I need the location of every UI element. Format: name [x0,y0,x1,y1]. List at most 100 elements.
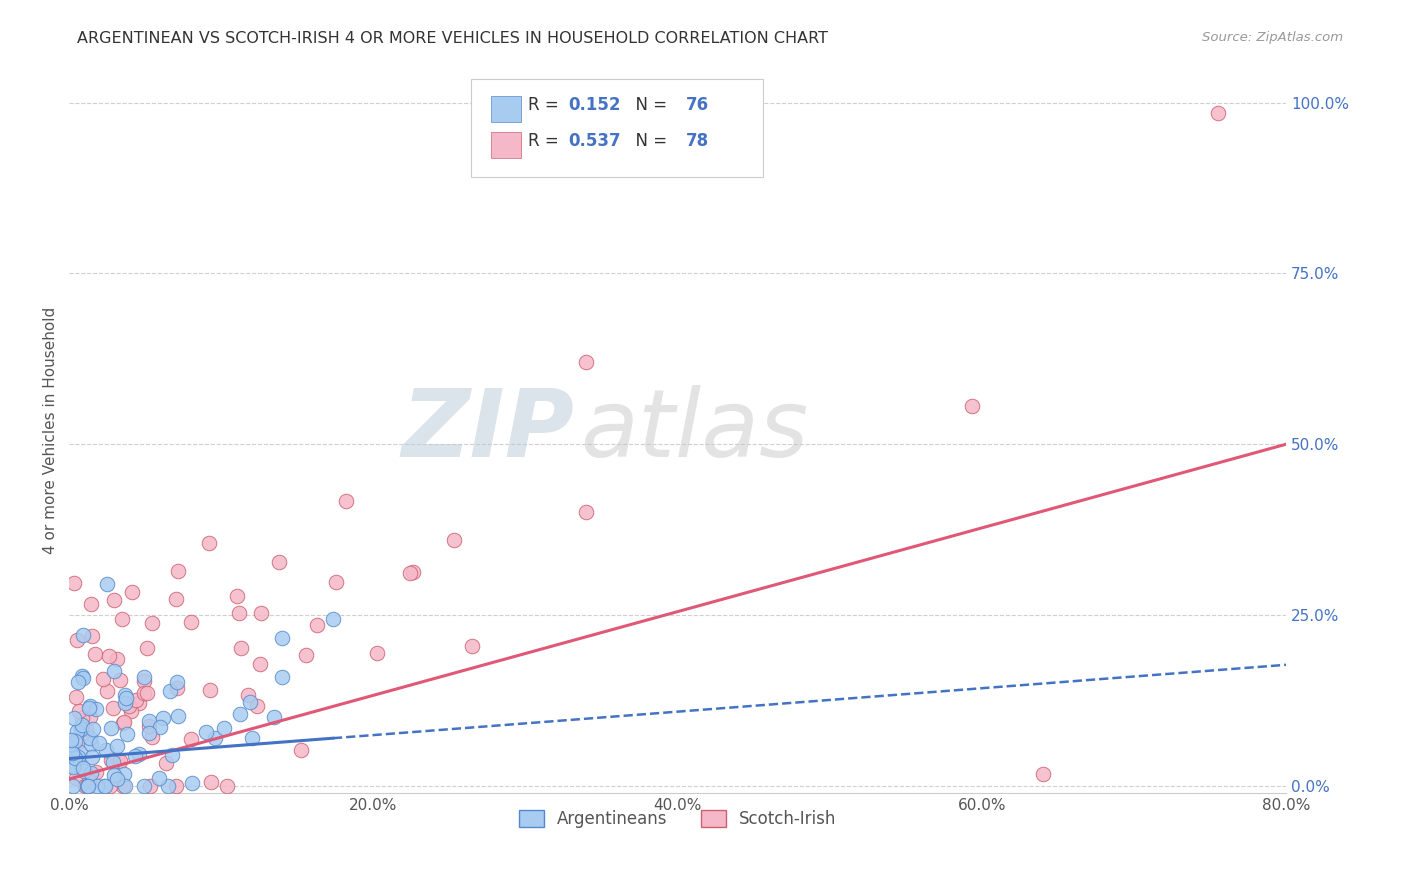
Point [307,618,329,632]
Point [75,722,97,736]
Point [100,753,122,767]
Point [79,731,101,746]
Point [225,589,247,603]
Point [76,779,98,793]
Text: 78: 78 [686,132,709,150]
Point [98,779,121,793]
Point [67,749,90,764]
Point [110,673,132,687]
Point [240,731,263,745]
Point [249,657,271,672]
Point [82,722,104,736]
Point [461,639,484,653]
Point [80,765,103,780]
Point [120,704,142,718]
Point [228,606,250,620]
Point [325,574,347,589]
Point [65,751,87,765]
Point [214,721,236,735]
Point [166,681,188,695]
Text: ZIP: ZIP [401,384,574,476]
Point [101,701,124,715]
Point [229,707,252,722]
Point [960,399,983,413]
Point [134,686,156,700]
Point [215,779,238,793]
Point [79,597,101,611]
Point [136,686,159,700]
Point [112,767,135,781]
Point [180,731,202,746]
Point [160,748,183,763]
Point [80,629,103,643]
Point [231,641,253,656]
Text: R =: R = [527,132,564,150]
Point [114,696,136,710]
Point [77,779,100,793]
Point [271,669,294,683]
Point [79,699,101,714]
Point [105,739,128,754]
Point [112,779,135,793]
Point [70,718,93,732]
Point [366,646,388,660]
Point [180,615,202,629]
Point [134,670,156,684]
Point [114,689,136,703]
Point [100,722,122,736]
Point [66,632,89,647]
Point [128,747,150,761]
Point [125,693,148,707]
Point [77,779,100,793]
Point [65,690,87,704]
Point [575,505,598,519]
Point [111,612,134,626]
Point [108,754,131,768]
Point [93,779,115,793]
Text: 76: 76 [686,95,709,113]
Point [121,584,143,599]
Point [575,355,598,369]
Point [270,631,292,645]
Text: N =: N = [626,95,672,113]
Point [89,736,111,750]
Point [141,616,163,631]
Point [96,743,118,757]
Point [149,720,172,734]
Text: 0.537: 0.537 [568,132,620,150]
Point [69,745,91,759]
Point [67,704,90,718]
Point [267,555,290,569]
Text: R =: R = [527,95,564,113]
Point [80,750,103,764]
Point [70,711,93,725]
Point [166,675,188,690]
Point [59,740,82,755]
Point [105,651,128,665]
Point [204,731,226,746]
Legend: Argentineans, Scotch-Irish: Argentineans, Scotch-Irish [512,804,844,835]
FancyBboxPatch shape [492,132,520,158]
Point [62,779,84,793]
Point [239,695,262,709]
Point [290,742,312,756]
Point [93,779,115,793]
FancyBboxPatch shape [492,96,520,122]
Point [112,715,135,730]
Point [98,648,121,663]
Point [138,719,160,733]
Point [155,756,177,771]
Point [96,683,118,698]
Point [198,682,221,697]
Point [67,734,90,748]
Point [86,779,108,793]
Point [83,647,105,661]
Point [322,612,344,626]
Point [70,668,93,682]
Point [103,664,125,678]
Point [166,564,188,578]
Point [1206,106,1229,120]
Text: N =: N = [626,132,672,150]
FancyBboxPatch shape [471,79,763,178]
Point [295,648,318,662]
